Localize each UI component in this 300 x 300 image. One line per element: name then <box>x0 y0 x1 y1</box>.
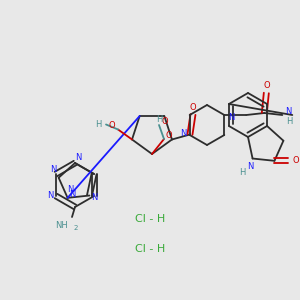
Text: N: N <box>75 152 81 161</box>
Text: Cl - H: Cl - H <box>135 244 165 254</box>
Text: O: O <box>190 103 196 112</box>
Text: N: N <box>181 128 187 137</box>
Text: H: H <box>239 168 246 177</box>
Text: N: N <box>248 162 254 171</box>
Text: NH: NH <box>56 220 68 230</box>
Text: N: N <box>68 185 74 194</box>
Text: H: H <box>95 120 101 129</box>
Text: O: O <box>292 156 299 165</box>
Text: N: N <box>285 107 292 116</box>
Text: H: H <box>286 116 292 125</box>
Text: N: N <box>69 190 76 199</box>
Text: N: N <box>228 112 235 122</box>
Text: O: O <box>263 82 270 91</box>
Text: O: O <box>109 121 115 130</box>
Text: N: N <box>50 164 56 173</box>
Text: H: H <box>156 115 162 124</box>
Text: 2: 2 <box>74 225 78 231</box>
Text: O: O <box>166 130 172 140</box>
Text: N: N <box>47 191 53 200</box>
Text: O: O <box>161 116 168 125</box>
Text: N: N <box>91 193 98 202</box>
Text: Cl - H: Cl - H <box>135 214 165 224</box>
